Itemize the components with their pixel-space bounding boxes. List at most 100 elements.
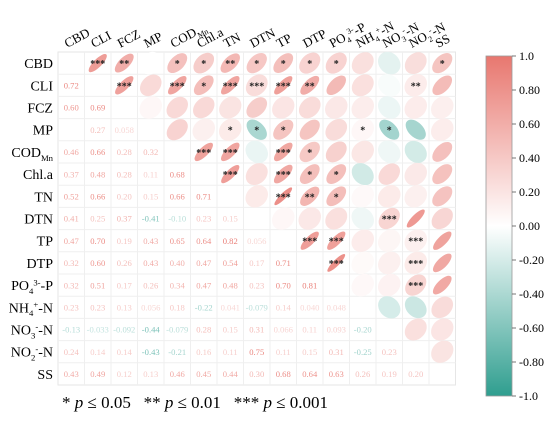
cell-ellipse [219,118,242,141]
cell-value: 0.14 [117,347,133,357]
cell-ellipse [404,318,427,341]
cell-ellipse [431,340,454,363]
colorbar-tick-label: 0.80 [519,83,540,97]
cell-ellipse [404,140,427,163]
cell-value: 0.12 [117,369,132,379]
cell-ellipse [405,119,426,140]
significance-mark: * [201,59,206,70]
row-label: CLI [30,79,53,94]
cell-ellipse [325,207,348,230]
legend-p2: p [164,393,174,412]
cell-value: 0.81 [302,280,317,290]
cell-value: 0.64 [302,369,318,379]
cell-ellipse [404,74,427,97]
cell-ellipse [351,52,374,75]
cell-value: -0.20 [354,325,372,335]
cell-value: 0.11 [223,347,238,357]
row-label: FCZ [27,102,53,117]
cell-ellipse [274,187,293,206]
cell-ellipse [404,296,427,319]
cell-ellipse [351,163,374,186]
cell-ellipse [351,140,374,164]
cell-value: 0.31 [249,325,264,335]
cell-ellipse [274,76,293,95]
column-label: DTP [300,26,329,51]
cell-ellipse [378,140,401,164]
significance-mark: * [334,170,339,181]
cell-ellipse [431,96,454,119]
colorbar-tick-label: -1.0 [519,389,538,403]
cell-ellipse [272,96,295,119]
cell-value: 0.66 [90,147,106,157]
cell-ellipse [433,231,452,250]
cell-ellipse [139,74,162,97]
cell-ellipse [378,163,400,185]
significance-mark: * [360,126,365,137]
cell-value: -0.41 [142,214,160,224]
cell-value: 0.16 [196,347,212,357]
significance-mark: ** [305,81,315,92]
cell-ellipse [405,274,427,296]
colorbar-tick-label: -0.40 [519,287,544,301]
cell-value: 0.69 [90,103,105,113]
cell-value: 0.0 [66,125,77,135]
cell-ellipse [404,162,427,186]
legend-threshold-0001: ≤ 0.001 [276,393,329,412]
cell-value: 0.60 [64,103,79,113]
cell-value: 0.048 [327,303,346,313]
cell-ellipse [246,97,268,118]
cell-value: 0.32 [64,280,79,290]
column-label: SS [433,31,453,51]
cell-value: 0.058 [115,125,134,135]
cell-value: 0.46 [64,147,80,157]
colorbar-tick-label: -0.20 [519,253,544,267]
significance-mark: *** [170,81,185,92]
cell-value: 0.26 [117,258,133,268]
cell-ellipse [245,74,268,97]
cell-value: 0.82 [223,236,238,246]
cell-value: 0.23 [249,280,264,290]
significance-mark: *** [408,281,423,292]
cell-value: 0.45 [196,369,211,379]
cell-ellipse [245,140,268,164]
significance-mark: ** [225,59,235,70]
cell-value: -0.10 [168,214,186,224]
cell-ellipse [167,76,187,95]
cell-ellipse [299,164,320,185]
cell-ellipse [404,185,427,208]
cell-value: 0.15 [223,325,238,335]
cell-ellipse [378,229,401,252]
cell-value: 0.041 [221,303,240,313]
cell-ellipse [273,142,293,162]
cell-value: 0.23 [90,303,105,313]
cell-ellipse [378,185,401,208]
cell-value: 0.64 [196,236,212,246]
cell-value: 0.24 [64,347,80,357]
cell-value: 0.48 [223,280,238,290]
significance-legend: * p ≤ 0.05 ** p ≤ 0.01 *** p ≤ 0.001 [62,393,328,413]
significance-mark: * [334,192,339,203]
significance-mark: *** [329,237,344,248]
cell-ellipse [432,186,453,207]
legend-p1: p [74,393,84,412]
cell-ellipse [404,96,427,119]
colorbar: 1.0 0.80 0.60 0.40 0.20 0.00 -0.20 -0.40 -0.60 -0… [485,49,544,403]
legend-star2: ** [143,393,161,412]
cell-value: 0.066 [274,325,294,335]
significance-mark: *** [90,59,105,70]
cell-ellipse [166,96,188,119]
cell-value: 0.27 [90,125,106,135]
cell-ellipse [220,76,240,95]
cell-value: 0.28 [117,147,132,157]
column-label: MP [141,29,165,51]
cell-ellipse [431,296,454,319]
cell-value: -0.092 [113,325,135,335]
cell-ellipse [192,118,215,141]
colorbar-tick-label: 0.60 [519,117,540,131]
cell-value: 0.72 [64,81,79,91]
cell-value: 0.52 [64,192,79,202]
significance-mark: * [228,126,233,137]
colorbar-tick-label: 0.20 [519,185,540,199]
row-label: DTP [27,257,54,272]
